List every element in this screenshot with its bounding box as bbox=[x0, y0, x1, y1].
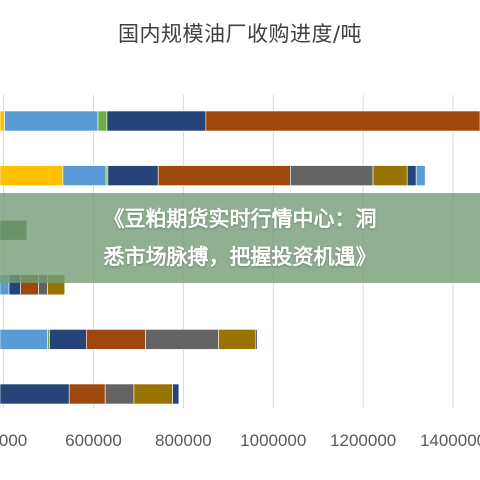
x-tick-label-2: 800000 bbox=[155, 431, 212, 450]
bar-segment-5-1 bbox=[68, 383, 106, 405]
bar-segment-4-3 bbox=[85, 329, 146, 350]
bar-segment-1-8 bbox=[415, 165, 426, 186]
bar-segment-5-4 bbox=[172, 383, 180, 405]
bar-segment-4-0 bbox=[0, 329, 48, 350]
bar-segment-1-7 bbox=[406, 165, 417, 186]
x-axis-tick-labels: 00000 600000 800000 1000000 1200000 1400000 bbox=[0, 431, 480, 450]
bar-segment-0-4 bbox=[205, 110, 480, 132]
bar-segment-0-2 bbox=[97, 110, 108, 132]
bar-segment-0-3 bbox=[106, 110, 207, 132]
bar-segment-1-1 bbox=[62, 165, 107, 186]
bar-segment-0-0 bbox=[0, 110, 5, 132]
bar-series bbox=[0, 110, 480, 405]
chart-title: 国内规模油厂收购进度/吨 bbox=[117, 22, 363, 46]
bar-row-0 bbox=[0, 110, 480, 132]
promo-banner-overlay[interactable]: 《豆粕期货实时行情中心：洞 悉市场脉搏，把握投资机遇》 bbox=[0, 193, 480, 283]
x-tick-label-5: 1400000 bbox=[420, 431, 480, 450]
bar-segment-5-3 bbox=[133, 383, 173, 405]
banner-headline-line-2: 悉市场脉搏，把握投资机遇》 bbox=[103, 245, 377, 269]
bar-segment-1-6 bbox=[372, 165, 408, 186]
x-tick-label-3: 1000000 bbox=[240, 431, 306, 450]
bar-segment-4-5 bbox=[218, 329, 256, 350]
bar-segment-5-2 bbox=[104, 383, 135, 405]
x-tick-label-0: 00000 bbox=[0, 431, 27, 450]
bar-segment-1-5 bbox=[290, 165, 374, 186]
x-tick-label-4: 1200000 bbox=[330, 431, 396, 450]
bar-segment-4-6 bbox=[254, 329, 258, 350]
bar-row-1 bbox=[0, 165, 426, 186]
bar-segment-4-4 bbox=[145, 329, 219, 350]
bar-segment-1-4 bbox=[157, 165, 291, 186]
bar-segment-0-1 bbox=[4, 110, 99, 132]
bar-row-5 bbox=[0, 383, 180, 405]
x-tick-label-1: 600000 bbox=[65, 431, 122, 450]
bar-segment-5-0 bbox=[0, 383, 70, 405]
banner-headline-line-1: 《豆粕期货实时行情中心：洞 bbox=[103, 207, 377, 231]
bar-segment-1-3 bbox=[107, 165, 159, 186]
bar-segment-4-2 bbox=[49, 329, 87, 350]
bar-row-4 bbox=[0, 329, 258, 350]
bar-segment-1-0 bbox=[0, 165, 64, 186]
